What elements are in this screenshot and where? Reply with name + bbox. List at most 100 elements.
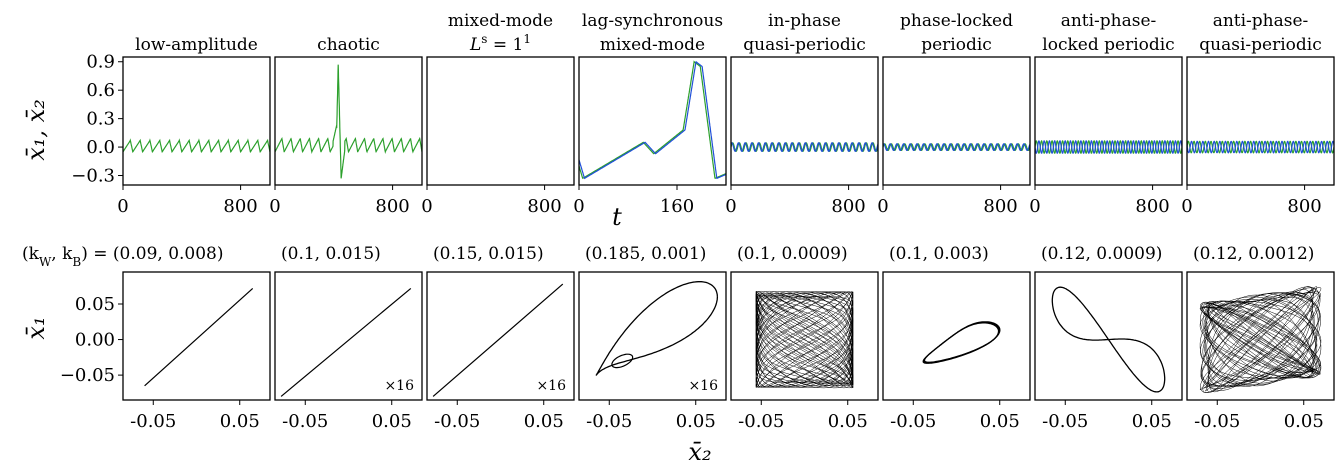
bottom-x-axis-label: x̄₂ [688, 438, 711, 465]
x-tick-label: -0.05 [1042, 411, 1088, 432]
time-series-panel-1: low-amplitude 0 800 0.9 0.6 0.3 0.0 −0.3 [71, 35, 271, 217]
panel-frame [578, 56, 727, 186]
phase-plot-area [1199, 286, 1322, 393]
x-tick-label: 0 [725, 196, 736, 217]
phase-plot-area [755, 290, 854, 389]
panel-title-line: chaotic [317, 35, 380, 55]
x-tick-label: 160 [660, 196, 694, 217]
panel-frame [882, 271, 1031, 401]
series-x2 [1187, 140, 1334, 154]
axis-labels: x̄₁, x̄₂ t x̄₁ x̄₂ [22, 99, 712, 465]
x-tick-label: 800 [983, 196, 1017, 217]
y-tick-label: 0.0 [86, 137, 115, 158]
x-tick-label: 800 [1135, 196, 1169, 217]
x-tick-label: 0.05 [524, 411, 564, 432]
panel-frame [730, 56, 879, 186]
x-tick-label: 0 [421, 196, 432, 217]
x-tick-label: 0 [117, 196, 128, 217]
parameter-label: (0.185, 0.001) [585, 244, 706, 264]
time-series-plot-area [883, 143, 1030, 151]
x-tick-label: 0 [1181, 196, 1192, 217]
x-tick-label: -0.05 [130, 411, 176, 432]
scale-note: ×16 [384, 378, 414, 394]
phase-portrait-panel-3: (0.15, 0.015) ×16 -0.05 0.05 [426, 244, 575, 432]
y-tick-label: 0.00 [75, 330, 115, 351]
y-tick-label: 0.9 [86, 52, 115, 73]
panel-frame [122, 56, 271, 186]
phase-portrait-panel-8: (0.12, 0.0012) -0.05 0.05 [1186, 244, 1335, 432]
bottom-y-axis-label: x̄₁ [22, 316, 50, 339]
x-tick-label: 0.05 [676, 411, 716, 432]
series-x1 [275, 64, 422, 179]
time-series-panel-4: lag-synchronous mixed-mode 0 160 [573, 11, 727, 217]
time-series-plot-area [1187, 140, 1334, 154]
trajectory [1199, 286, 1322, 393]
time-series-plot-area [275, 64, 422, 179]
x-tick-label: 800 [527, 196, 561, 217]
x-tick-label: 0.05 [220, 411, 260, 432]
trajectory [144, 287, 254, 387]
y-tick-label: −0.05 [60, 365, 115, 386]
series-x2 [1035, 140, 1182, 154]
phase-plot-area [1051, 286, 1166, 393]
y-tick-label: 0.3 [86, 109, 115, 130]
phase-portrait-panel-7: (0.12, 0.0009) -0.05 0.05 [1034, 244, 1183, 432]
time-series-plot-area [579, 60, 726, 180]
panel-title-line: quasi-periodic [1199, 35, 1321, 55]
phase-plot-area [595, 281, 719, 376]
trajectory [923, 321, 1001, 363]
panel-title-line: quasi-periodic [743, 35, 865, 55]
parameter-label: (0.1, 0.0009) [737, 244, 848, 264]
panel-title-line: low-amplitude [135, 35, 258, 55]
time-series-plot-area [731, 142, 878, 152]
x-tick-label: 0.05 [1284, 411, 1324, 432]
panel-frame [578, 271, 727, 401]
panel-title-line: in-phase [768, 11, 841, 31]
trajectory [595, 281, 719, 376]
y-tick-label: 0.6 [86, 80, 115, 101]
panel-title-line: periodic [921, 35, 992, 55]
time-series-panel-8: anti-phase-quasi-periodic 0 800 [1181, 11, 1335, 217]
trajectory [611, 353, 634, 369]
parameter-label: (kW, kB) = (0.09, 0.008) [22, 244, 224, 269]
phase-plot-area [432, 283, 564, 397]
phase-portrait-row: (kW, kB) = (0.09, 0.008) -0.05 0.05 0.05 0.0… [22, 244, 1335, 432]
x-tick-label: 0 [1029, 196, 1040, 217]
x-tick-label: 800 [1287, 196, 1321, 217]
y-tick-label: 0.05 [75, 294, 115, 315]
panel-title-line: mixed-mode [600, 35, 705, 55]
trajectory [1051, 286, 1166, 393]
x-tick-label: 800 [831, 196, 865, 217]
x-tick-label: -0.05 [586, 411, 632, 432]
scale-note: ×16 [536, 378, 566, 394]
x-tick-label: -0.05 [282, 411, 328, 432]
series-x2 [579, 60, 726, 180]
parameter-label: (0.1, 0.003) [889, 244, 989, 264]
parameter-label: (0.15, 0.015) [433, 244, 544, 264]
trajectory [432, 283, 564, 397]
trajectory [280, 287, 412, 397]
series-x2 [731, 142, 878, 152]
panel-frame [1034, 56, 1183, 186]
phase-portrait-panel-2: (0.1, 0.015) ×16 -0.05 0.05 [274, 244, 423, 432]
series-x1 [579, 60, 726, 180]
parameter-label: (0.12, 0.0012) [1193, 244, 1314, 264]
x-tick-label: 0 [269, 196, 280, 217]
panel-frame [1186, 271, 1335, 401]
phase-portrait-panel-4: (0.185, 0.001) ×16 -0.05 0.05 [578, 244, 727, 432]
panel-title-line: mixed-mode [448, 11, 553, 31]
x-tick-label: 0 [573, 196, 584, 217]
time-series-panel-5: in-phase quasi-periodic 0 800 [725, 11, 879, 217]
time-series-row: low-amplitude 0 800 0.9 0.6 0.3 0.0 −0.3 chaotic… [71, 11, 1335, 217]
time-series-plot-area [123, 138, 270, 153]
top-x-axis-label: t [612, 203, 622, 231]
parameter-label: (0.12, 0.0009) [1041, 244, 1162, 264]
x-tick-label: 0.05 [980, 411, 1020, 432]
x-tick-label: -0.05 [890, 411, 936, 432]
parameter-label: (0.1, 0.015) [281, 244, 381, 264]
panel-title-line: lag-synchronous [582, 11, 723, 31]
panel-frame [426, 271, 575, 401]
phase-plot-area [922, 321, 1001, 364]
